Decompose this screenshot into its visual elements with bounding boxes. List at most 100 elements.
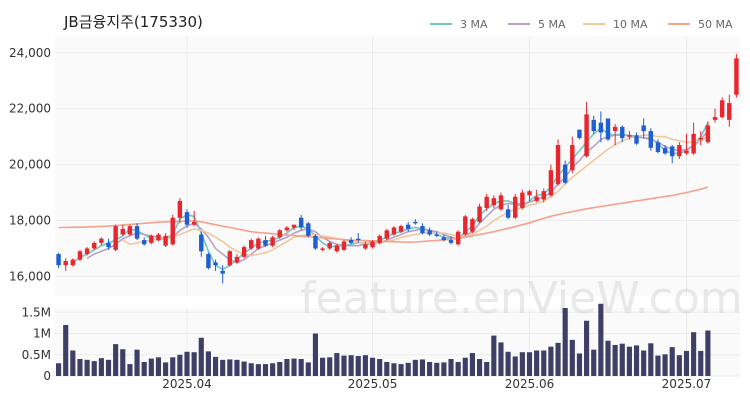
candle [320,247,325,252]
candle-body [398,226,404,232]
volume-bar [120,349,126,376]
legend-label: 10 MA [613,18,648,31]
candles [56,54,739,284]
candle [84,247,90,256]
volume-bar [612,344,618,376]
candle [241,245,247,259]
volume-bar [598,303,604,376]
volume-bar [669,347,675,376]
volume-bar [398,364,404,376]
volume-bar [448,359,454,376]
volume-bar [134,349,140,376]
candle-body [106,242,111,248]
candle-body [220,270,225,274]
volume-bar [170,357,176,376]
legend-label: 3 MA [460,18,488,31]
volume-bar [626,346,632,376]
price-tick-label: 22,000 [9,102,51,116]
candle [484,193,489,211]
candle-body [405,224,411,229]
volume-bar [619,343,625,376]
volume-bar [198,337,204,376]
ma-line-50ma [58,186,709,244]
candle [92,241,97,250]
volume-bar [584,320,590,376]
candle-body [56,254,61,266]
candle [427,227,432,236]
legend-label: 50 MA [698,18,733,31]
candle-body [384,230,390,239]
candle [384,228,390,241]
volume-bar [462,357,468,376]
volume-bar [298,359,304,376]
candle-body [249,240,254,249]
candle [405,221,411,232]
volume-bar [555,342,561,376]
candle-body [477,206,482,222]
candle-body [391,227,397,235]
volume-bar [476,359,483,376]
candle [106,238,111,250]
volume-bar [262,364,269,376]
volume-bar [548,346,554,376]
candle-body [712,117,718,120]
candle [448,235,454,245]
volume-bars [55,303,711,376]
candle-body [77,251,83,260]
volume-bar [683,350,690,376]
volume-bar [312,333,319,376]
volume-bar [562,308,568,376]
volume-tick-label: 0 [43,369,51,383]
candle [641,118,646,139]
candle-body [677,145,682,157]
volume-tick-label: 0.5M [22,348,51,362]
candle-body [498,195,504,210]
candle [220,265,225,284]
candle [99,237,104,246]
candle [163,233,168,248]
candle [698,131,703,146]
candle-body [598,122,604,133]
candle [734,54,739,98]
volume-panel [55,308,740,376]
candle [612,124,618,146]
candle-body [63,261,68,266]
volume-bar [105,359,112,376]
candle-body [341,241,347,250]
candle-body [534,196,539,201]
volume-bar [141,361,147,376]
candle-body [70,259,76,266]
candle [455,230,461,246]
candle [177,198,183,224]
candle [184,209,190,228]
candle [634,132,639,146]
candle-body [177,200,183,218]
price-tick-label: 24,000 [9,46,51,60]
candle-body [348,240,354,243]
candle [120,224,125,236]
candle-body [163,235,168,246]
volume-bar [255,364,261,376]
candle-body [298,217,304,228]
candle-body [605,118,611,140]
volume-bar [534,350,540,376]
candle [684,133,689,155]
volume-bar [419,359,426,376]
volume-bar [55,363,62,376]
volume-bar [484,361,490,376]
candle [498,192,504,211]
volume-bar [641,350,647,376]
legend-item: 3 MA [430,18,488,31]
candle [434,231,439,238]
candle-body [291,224,297,228]
candle [520,189,525,210]
candle [134,223,140,241]
volume-bar [248,363,254,376]
volume-bar [113,344,119,376]
volume-bar [469,353,475,376]
volume-bar [284,359,290,376]
candle-body [441,237,447,241]
legend-item: 50 MA [668,18,733,31]
candle [56,252,61,269]
candle [63,258,68,271]
